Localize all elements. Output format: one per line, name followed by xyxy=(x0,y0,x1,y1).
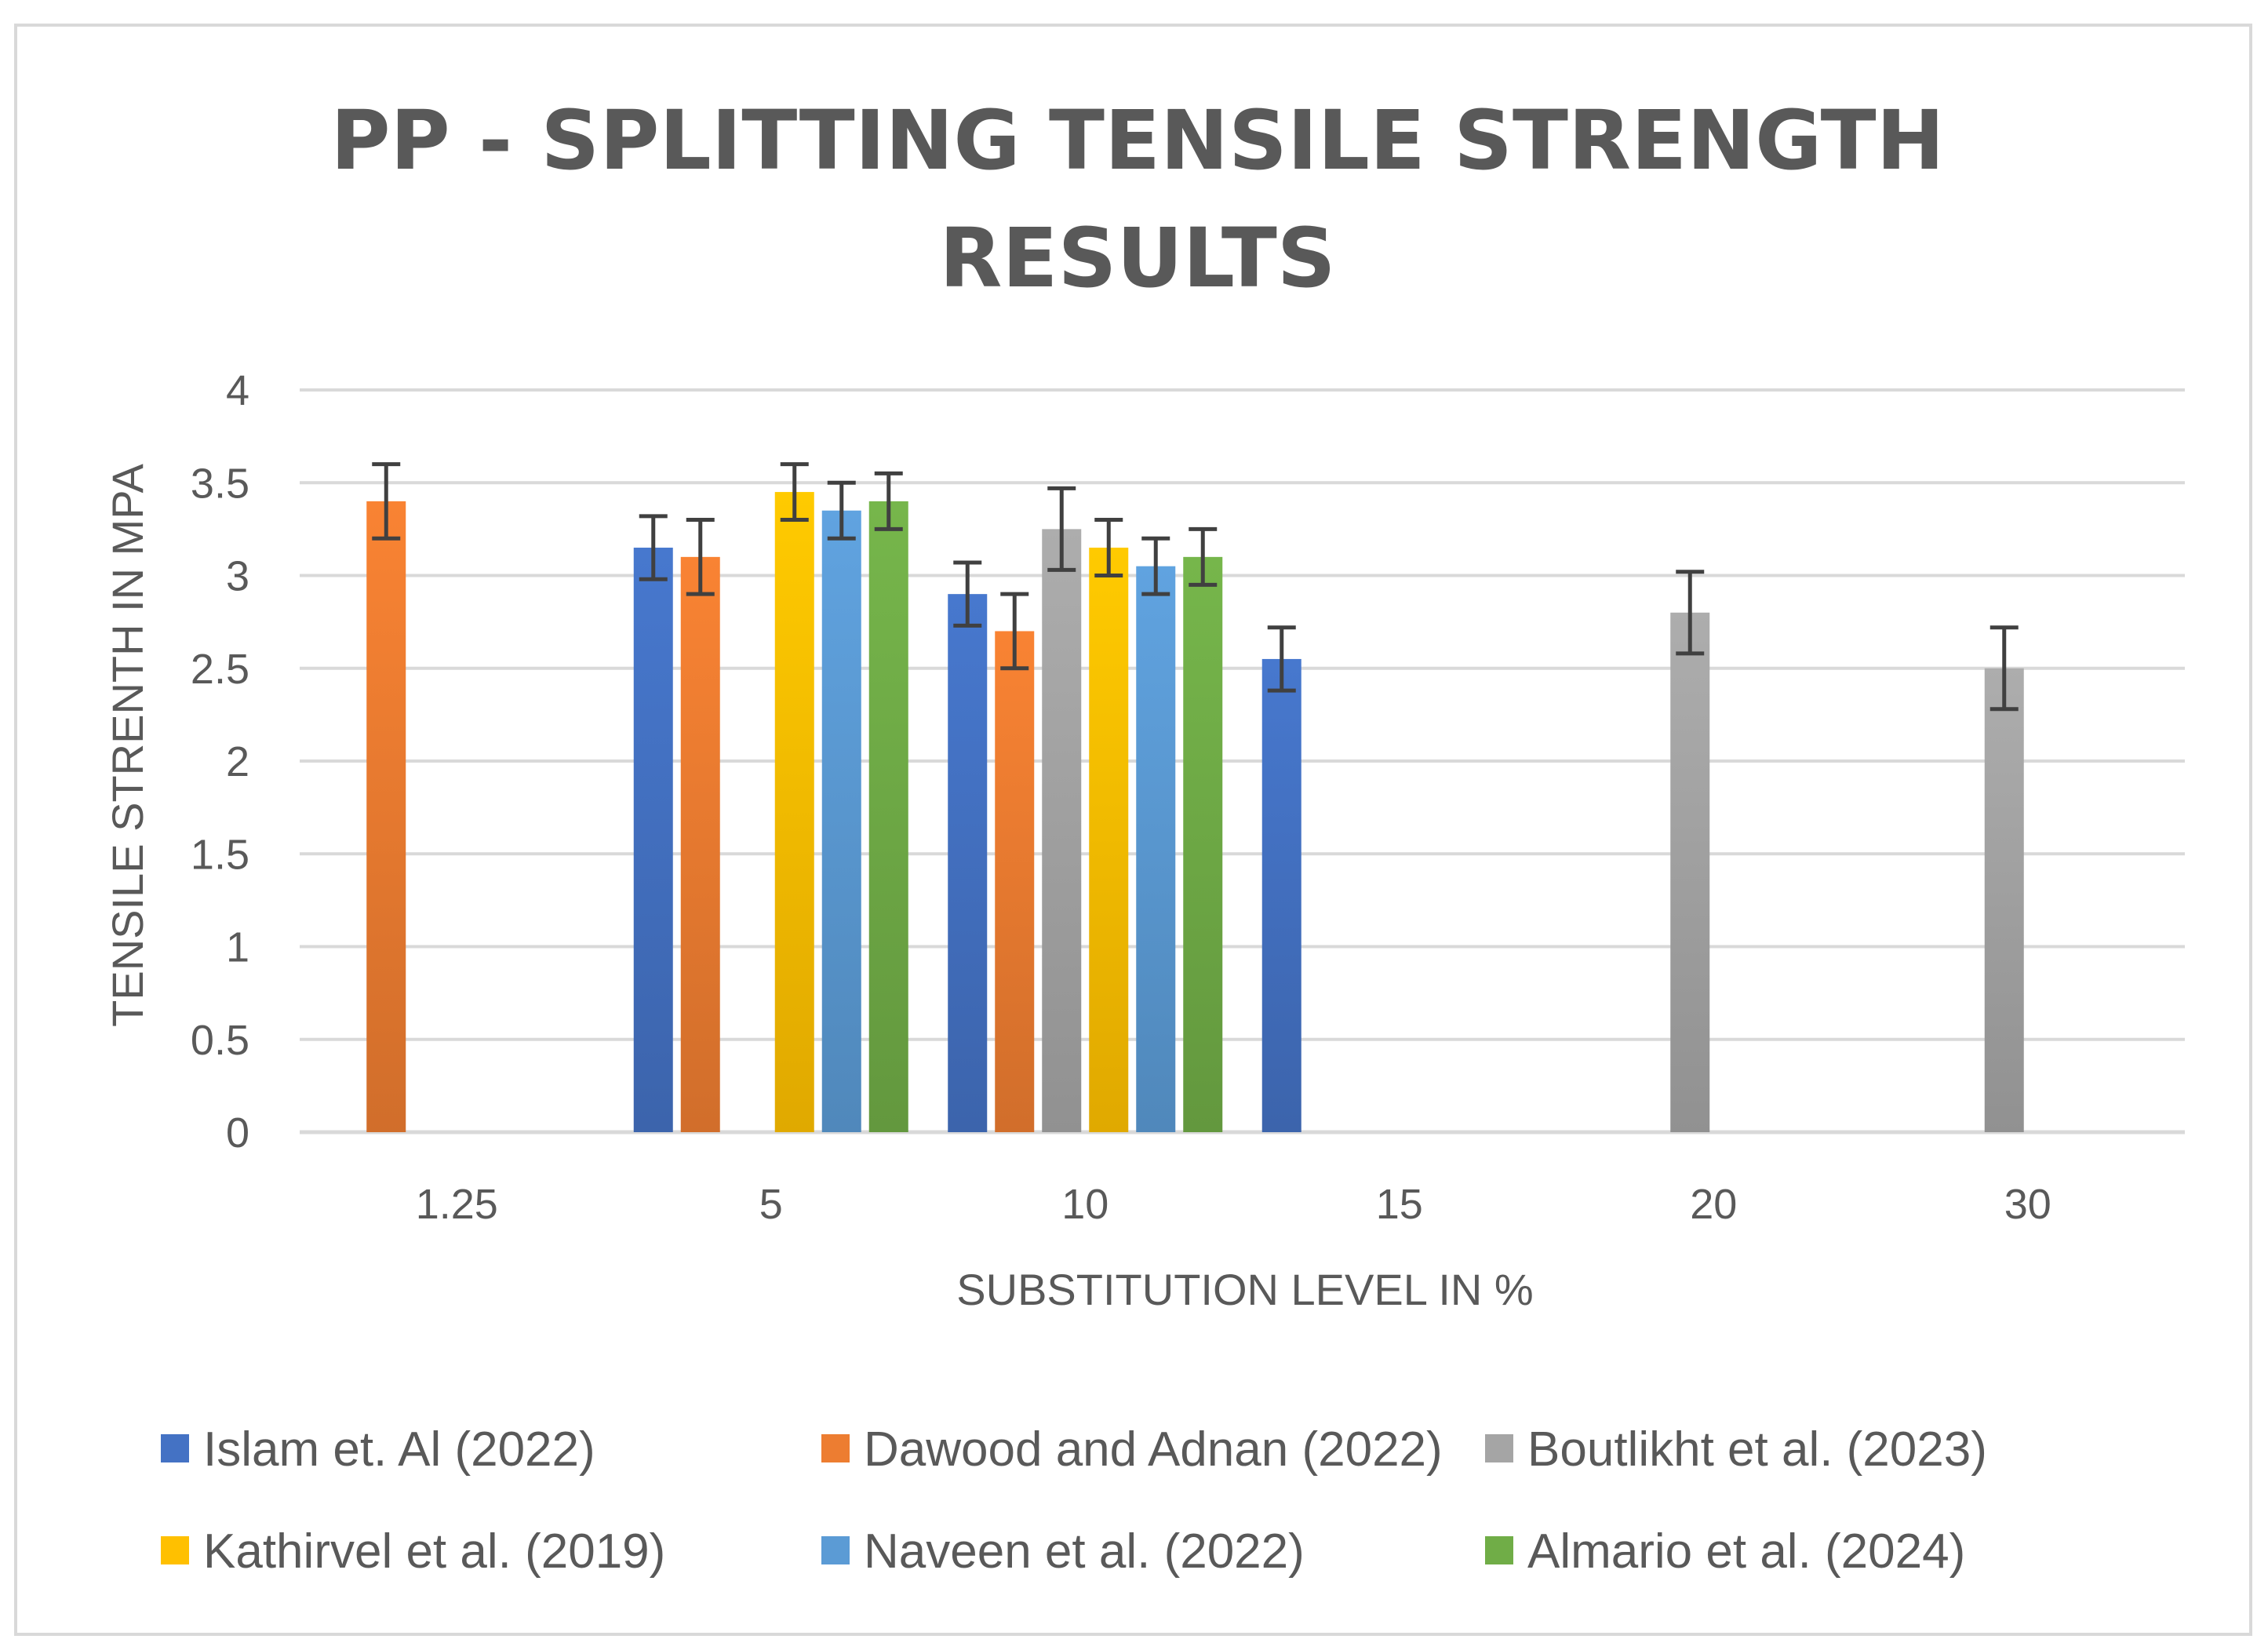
bar xyxy=(868,501,908,1132)
x-axis-ticks: 1.25 5 10 15 20 30 xyxy=(416,1181,2051,1228)
legend-item: Islam et. Al (2022) xyxy=(161,1422,595,1477)
error-bar xyxy=(953,560,982,628)
y-tick-label: 3.5 xyxy=(191,460,249,507)
error-bars xyxy=(372,462,2019,712)
bar xyxy=(633,548,673,1132)
legend-item: Almario et al. (2024) xyxy=(1485,1524,1965,1579)
x-axis-title: SUBSTITUTION LEVEL IN % xyxy=(956,1265,1533,1314)
x-tick-label: 15 xyxy=(1376,1181,1423,1228)
y-tick-label: 0 xyxy=(226,1109,249,1156)
y-tick-label: 1.5 xyxy=(191,831,249,878)
legend: Islam et. Al (2022) Dawood and Adnan (202… xyxy=(161,1422,1987,1579)
legend-item: Dawood and Adnan (2022) xyxy=(821,1422,1443,1477)
y-axis-ticks: 0 0.5 1 1.5 2 2.5 3 3.5 4 xyxy=(191,367,249,1156)
legend-swatch xyxy=(1485,1536,1513,1564)
error-bar xyxy=(1000,592,1029,671)
error-bar xyxy=(686,518,715,596)
legend-item: Kathirvel et al. (2019) xyxy=(161,1524,665,1579)
legend-swatch xyxy=(821,1434,850,1462)
error-bar xyxy=(1047,486,1076,572)
legend-swatch xyxy=(161,1536,189,1564)
y-tick-label: 2.5 xyxy=(191,646,249,693)
legend-label: Kathirvel et al. (2019) xyxy=(203,1524,665,1579)
bar xyxy=(774,492,814,1132)
legend-swatch xyxy=(161,1434,189,1462)
error-bar xyxy=(1094,518,1123,577)
error-bar xyxy=(372,462,401,541)
error-bar xyxy=(827,480,856,541)
bar xyxy=(1261,658,1301,1132)
x-tick-label: 30 xyxy=(2004,1181,2051,1228)
legend-item: Boutlikht et al. (2023) xyxy=(1485,1422,1987,1477)
bar xyxy=(366,501,406,1132)
legend-item: Naveen et al. (2022) xyxy=(821,1524,1305,1579)
gridlines xyxy=(300,388,2185,1135)
bar xyxy=(948,594,988,1132)
legend-swatch xyxy=(821,1536,850,1564)
y-tick-label: 4 xyxy=(226,367,249,414)
chart-title-line-1: PP - SPLITTING TENSILE STRENGTH xyxy=(330,93,1944,188)
legend-label: Islam et. Al (2022) xyxy=(203,1422,595,1477)
x-tick-label: 20 xyxy=(1690,1181,1737,1228)
error-bar xyxy=(874,471,903,531)
error-bar xyxy=(1267,625,1296,693)
legend-label: Naveen et al. (2022) xyxy=(864,1524,1305,1579)
error-bar xyxy=(1990,625,2019,712)
y-tick-label: 3 xyxy=(226,553,249,600)
bar xyxy=(1089,548,1129,1132)
bar xyxy=(680,556,720,1132)
bar xyxy=(1670,612,1710,1132)
error-bar xyxy=(1189,526,1218,587)
legend-label: Almario et al. (2024) xyxy=(1527,1524,1965,1579)
x-tick-label: 10 xyxy=(1061,1181,1109,1228)
legend-swatch xyxy=(1485,1434,1513,1462)
bar xyxy=(1183,556,1223,1132)
bar xyxy=(821,510,861,1132)
error-bar xyxy=(639,514,668,581)
error-bar xyxy=(780,462,809,523)
error-bar xyxy=(1676,570,1705,656)
x-tick-label: 1.25 xyxy=(416,1181,498,1228)
legend-label: Boutlikht et al. (2023) xyxy=(1527,1422,1987,1477)
y-axis-title: TENSILE STRENTH IN MPA xyxy=(103,463,152,1026)
y-tick-label: 0.5 xyxy=(191,1017,249,1064)
bar xyxy=(1042,529,1082,1132)
y-tick-label: 1 xyxy=(226,924,249,971)
y-tick-label: 2 xyxy=(226,738,249,785)
bar xyxy=(995,631,1035,1132)
x-tick-label: 5 xyxy=(759,1181,783,1228)
error-bar xyxy=(1141,536,1170,596)
bar xyxy=(1136,566,1176,1132)
bar xyxy=(1984,668,2024,1132)
bars xyxy=(366,492,2024,1132)
legend-label: Dawood and Adnan (2022) xyxy=(864,1422,1443,1477)
chart-title-line-2: RESULTS xyxy=(939,210,1335,306)
